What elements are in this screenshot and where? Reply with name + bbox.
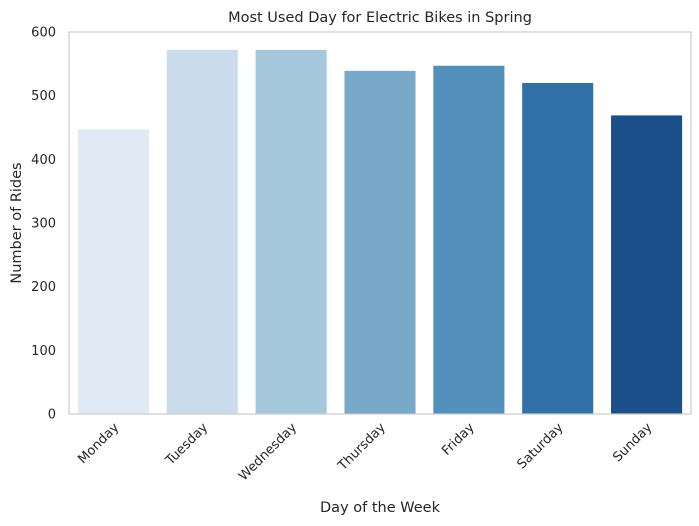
y-tick-label-400: 400	[31, 153, 56, 168]
y-axis-label: Number of Rides	[9, 162, 25, 283]
x-tick-label-thursday: Thursday	[335, 420, 389, 474]
bar-saturday	[522, 82, 594, 414]
bar-monday	[77, 129, 149, 414]
y-tick-label-500: 500	[31, 89, 56, 104]
chart-title: Most Used Day for Electric Bikes in Spri…	[228, 10, 532, 26]
x-tick-label-monday: Monday	[75, 420, 122, 467]
bar-tuesday	[166, 49, 238, 415]
y-tick-label-200: 200	[31, 280, 56, 295]
x-tick-label-wednesday: Wednesday	[236, 420, 300, 484]
y-tick-label-600: 600	[31, 26, 56, 41]
x-axis-ticks: Monday Tuesday Wednesday Thursday Friday Satu…	[75, 420, 655, 484]
y-tick-label-0: 0	[48, 408, 56, 423]
x-tick-label-friday: Friday	[439, 420, 478, 459]
y-tick-label-100: 100	[31, 344, 56, 359]
bar-sunday	[611, 115, 683, 415]
bar-thursday	[344, 70, 416, 414]
bars-group	[77, 49, 683, 415]
plot-frame	[68, 31, 692, 415]
y-tick-label-300: 300	[31, 217, 56, 232]
bar-friday	[433, 65, 505, 414]
x-axis-label: Day of the Week	[320, 500, 441, 516]
x-tick-label-saturday: Saturday	[515, 420, 567, 472]
y-axis-ticks: 0 100 200 300 400 500 600	[31, 26, 56, 423]
x-tick-label-sunday: Sunday	[610, 420, 655, 465]
bar-wednesday	[255, 49, 327, 415]
x-tick-label-tuesday: Tuesday	[162, 420, 211, 469]
